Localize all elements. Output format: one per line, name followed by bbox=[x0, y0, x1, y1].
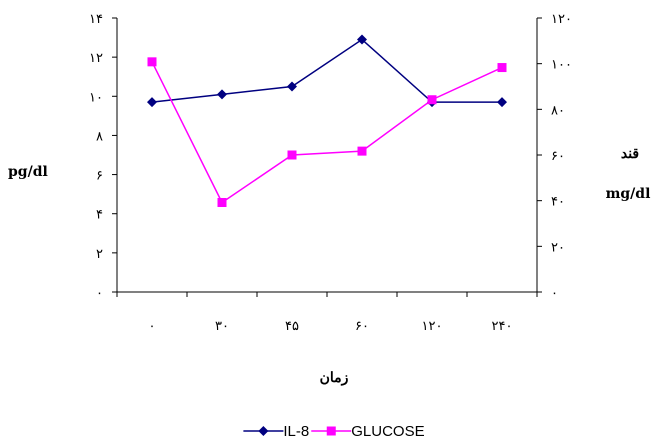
left-tick-label: ۴ bbox=[96, 208, 103, 223]
data-point-il-8 bbox=[497, 97, 507, 108]
data-point-glucose bbox=[427, 95, 437, 105]
x-tick-label: ۶۰ bbox=[355, 319, 369, 334]
right-tick-label: ۸۰ bbox=[551, 103, 565, 118]
series-line-glucose bbox=[151, 61, 503, 204]
left-axis-ticks: ۰ ۲ ۴ ۶ ۸ ۱۰ ۱۲ ۱۴ bbox=[89, 12, 117, 301]
left-tick-label: ۲ bbox=[96, 247, 103, 262]
legend-label-glucose: GLUCOSE bbox=[351, 423, 424, 440]
series-layer bbox=[147, 34, 507, 207]
right-tick-label: ۴۰ bbox=[551, 195, 565, 210]
right-axis-ticks: ۰ ۲۰ ۴۰ ۶۰ ۸۰ ۱۰۰ ۱۲۰ bbox=[537, 12, 572, 301]
data-point-il-8 bbox=[217, 89, 227, 100]
series-line-il-8 bbox=[151, 38, 502, 103]
right-axis-label-line1: قند bbox=[621, 146, 639, 162]
right-tick-label: ۰ bbox=[551, 286, 558, 301]
x-tick-label: ۲۴۰ bbox=[492, 319, 513, 334]
left-tick-label: ۰ bbox=[96, 286, 103, 301]
data-point-glucose bbox=[357, 146, 367, 156]
right-tick-label: ۱۲۰ bbox=[551, 12, 572, 27]
x-tick-label: ۰ bbox=[149, 319, 156, 334]
legend-item-il-8: IL-8 bbox=[243, 423, 309, 440]
legend: IL-8 GLUCOSE bbox=[243, 423, 425, 440]
right-axis-label-line2: mg/dl bbox=[606, 186, 651, 202]
x-tick-label: ۴۵ bbox=[285, 319, 299, 334]
data-point-il-8 bbox=[287, 81, 297, 92]
x-tick-label: ۱۲۰ bbox=[422, 319, 443, 334]
data-point-glucose bbox=[497, 63, 507, 73]
left-axis-label: pg/dl bbox=[8, 164, 48, 180]
data-point-glucose bbox=[287, 150, 297, 160]
right-tick-label: ۲۰ bbox=[551, 240, 565, 255]
legend-label-il-8: IL-8 bbox=[283, 423, 309, 440]
right-tick-label: ۶۰ bbox=[551, 149, 565, 164]
legend-marker-il-8 bbox=[258, 426, 269, 436]
left-tick-label: ۶ bbox=[96, 169, 103, 184]
left-tick-label: ۱۰ bbox=[89, 90, 103, 105]
x-axis-ticks: ۰ ۳۰ ۴۵ ۶۰ ۱۲۰ ۲۴۰ bbox=[116, 292, 538, 334]
plot-area bbox=[116, 18, 538, 293]
left-tick-label: ۱۲ bbox=[89, 51, 103, 66]
x-tick-label: ۳۰ bbox=[215, 319, 229, 334]
legend-item-glucose: GLUCOSE bbox=[311, 423, 425, 440]
data-point-glucose bbox=[147, 57, 157, 67]
left-tick-label: ۱۴ bbox=[89, 12, 103, 27]
data-point-glucose bbox=[217, 197, 227, 207]
legend-marker-glucose bbox=[326, 426, 336, 436]
series-il-8 bbox=[147, 34, 507, 108]
data-point-il-8 bbox=[147, 97, 157, 108]
data-point-il-8 bbox=[357, 34, 367, 45]
right-tick-label: ۱۰۰ bbox=[551, 58, 572, 73]
x-axis-label: زمان bbox=[320, 370, 349, 386]
series-glucose bbox=[147, 57, 507, 207]
left-tick-label: ۸ bbox=[96, 129, 103, 144]
